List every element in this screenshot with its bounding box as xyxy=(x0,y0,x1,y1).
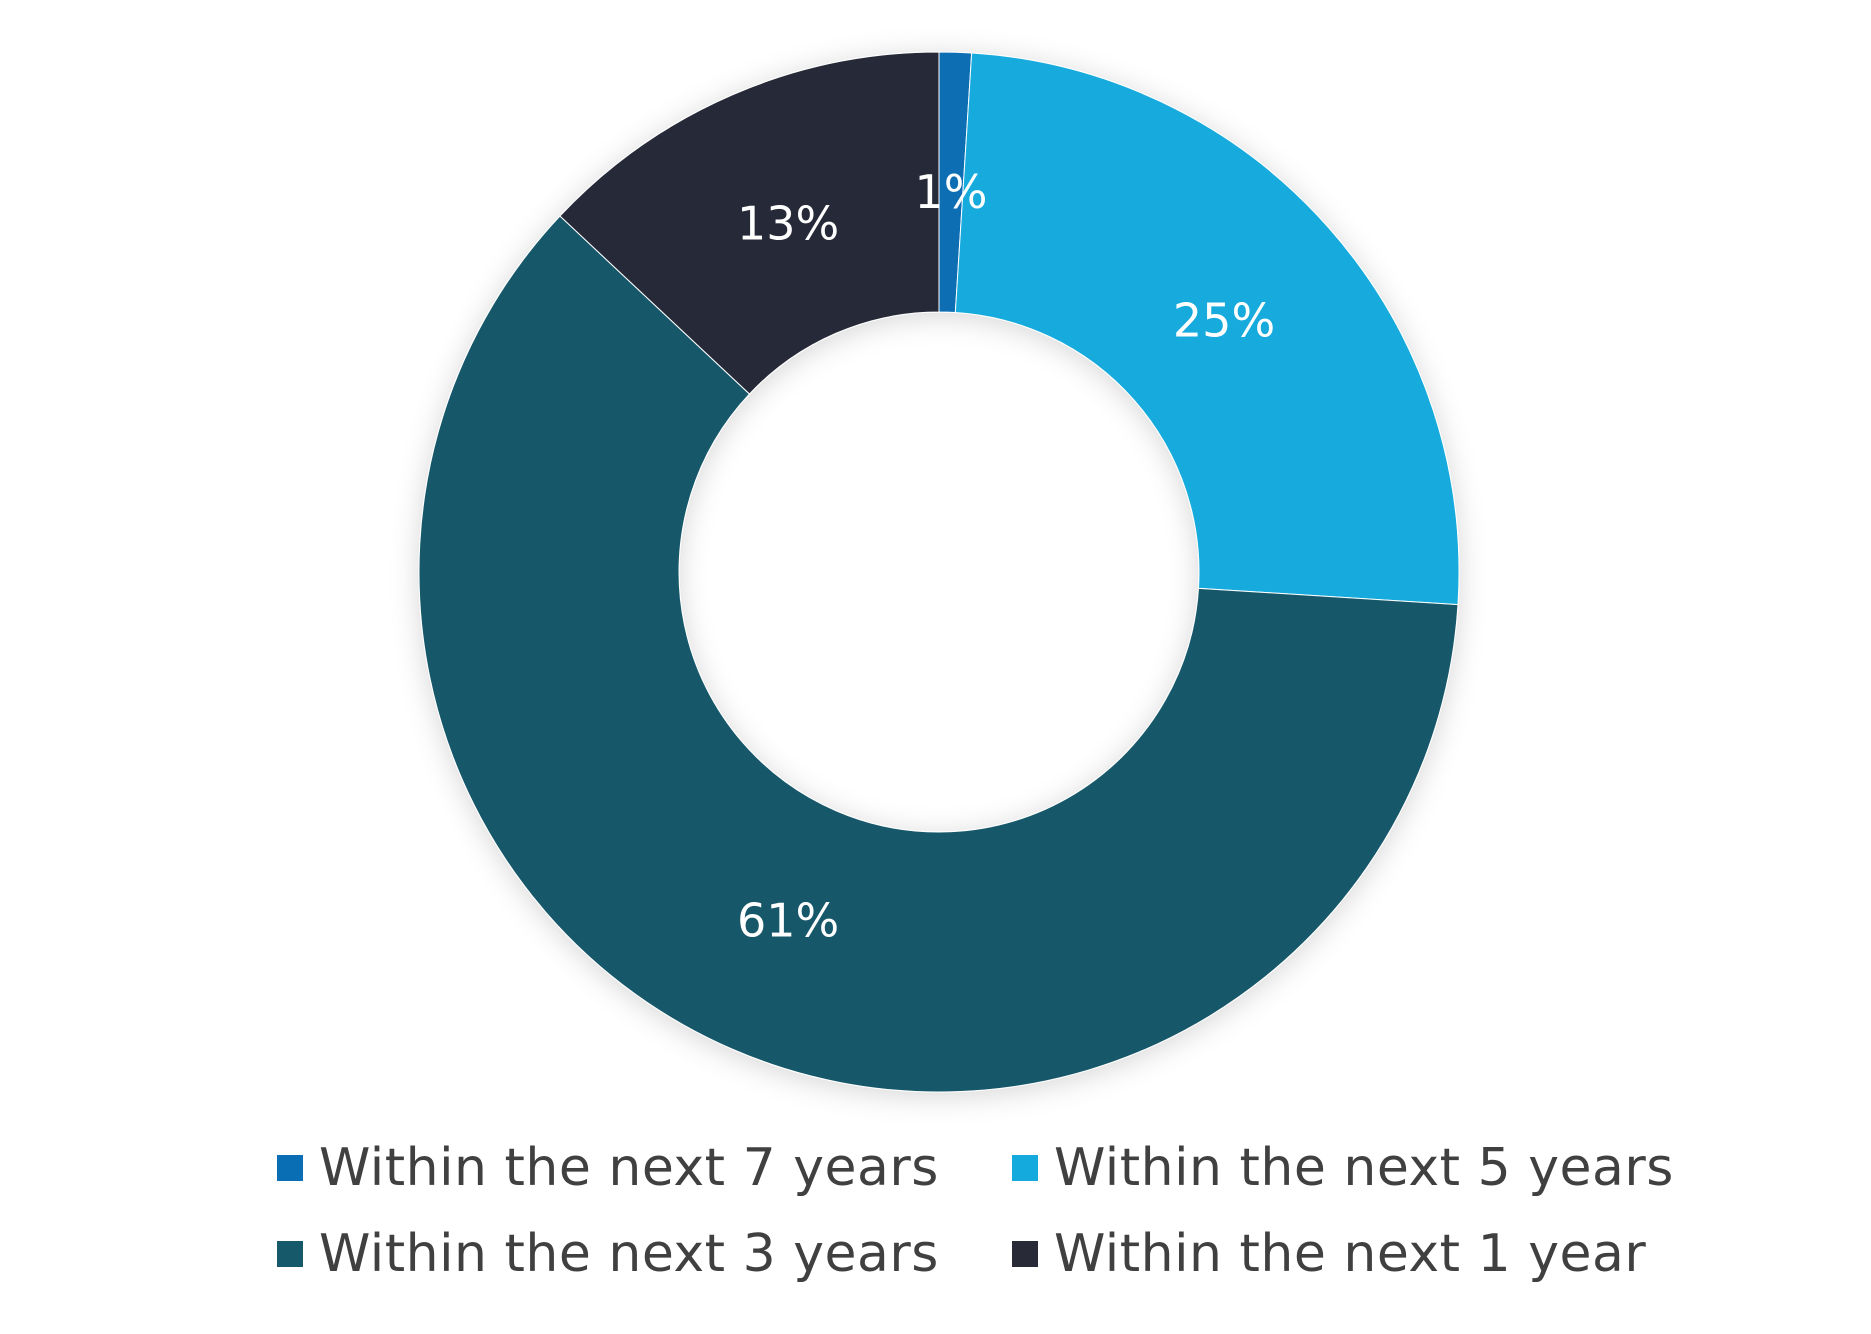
donut-slice-4 xyxy=(559,51,940,395)
donut-slices xyxy=(418,51,1460,1093)
legend-item-1: Within the next 7 years xyxy=(277,1128,939,1208)
slice-value-label-3: 61% xyxy=(737,894,839,948)
chart-legend: Within the next 7 years Within the next 5… xyxy=(277,1128,1677,1318)
slice-value-label-4: 13% xyxy=(737,196,839,250)
donut-slice-2 xyxy=(954,52,1460,606)
legend-label: Within the next 7 years xyxy=(319,1138,939,1198)
legend-label: Within the next 3 years xyxy=(319,1224,939,1284)
legend-item-4: Within the next 1 year xyxy=(1012,1214,1646,1294)
legend-item-2: Within the next 5 years xyxy=(1012,1128,1674,1208)
legend-swatch xyxy=(1012,1241,1038,1267)
donut-value-labels: 1% 25% 61% 13% xyxy=(737,165,1275,948)
legend-swatch xyxy=(277,1155,303,1181)
legend-label: Within the next 5 years xyxy=(1054,1138,1674,1198)
legend-label: Within the next 1 year xyxy=(1054,1224,1647,1284)
slice-value-label-2: 25% xyxy=(1173,294,1275,348)
slice-value-label-1: 1% xyxy=(914,165,987,219)
legend-item-3: Within the next 3 years xyxy=(277,1214,939,1294)
legend-swatch xyxy=(277,1241,303,1267)
donut-slice-3 xyxy=(418,215,1459,1093)
legend-swatch xyxy=(1012,1155,1038,1181)
